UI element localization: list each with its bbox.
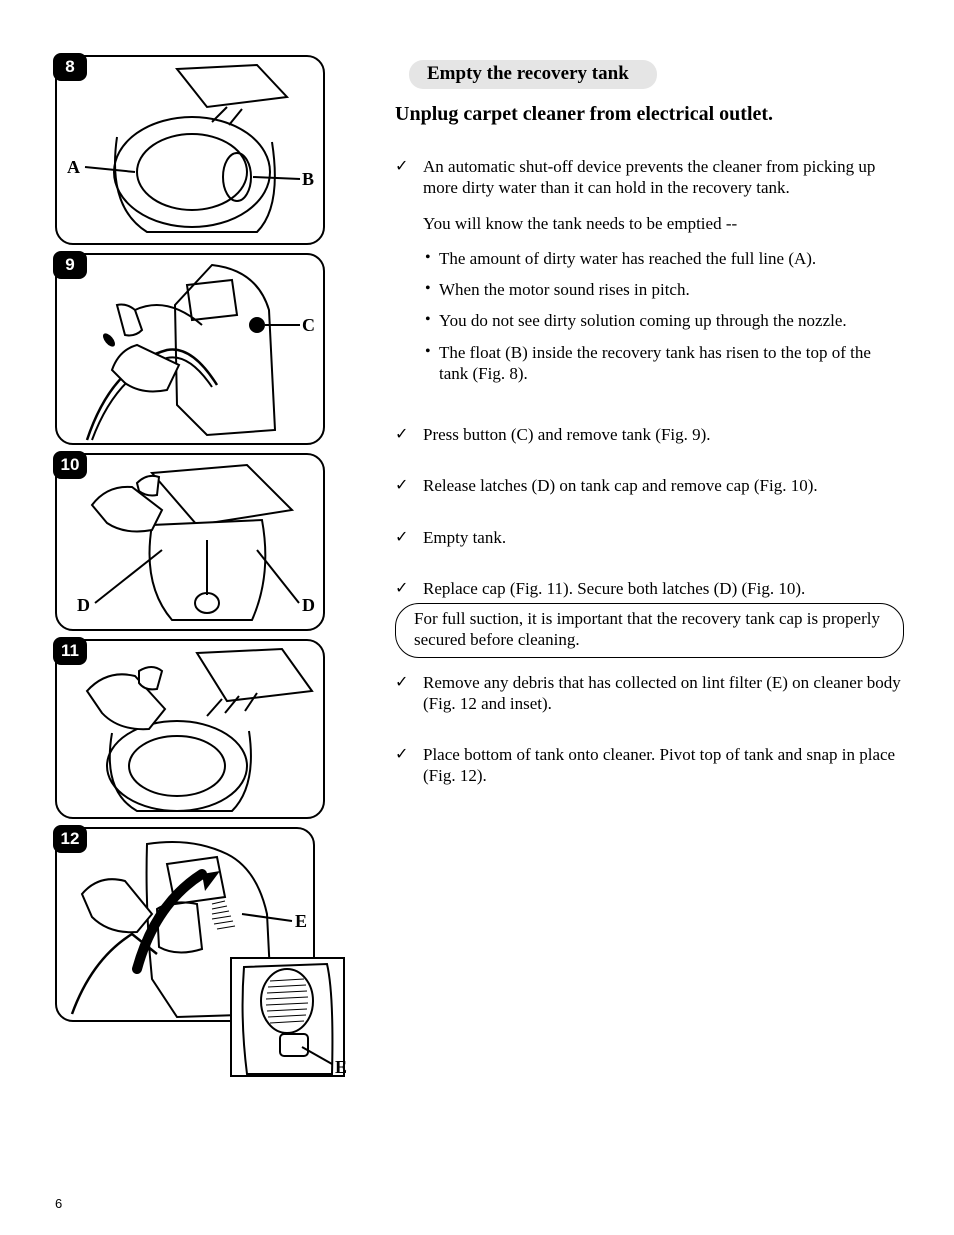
- step-2: ✓ Press button (C) and remove tank (Fig.…: [395, 424, 904, 445]
- text-column: Empty the recovery tank Unplug carpet cl…: [395, 55, 904, 1205]
- manual-page: 8 A B 9 C: [55, 55, 904, 1205]
- figure-number: 8: [53, 53, 87, 81]
- figure-number: 12: [53, 825, 87, 853]
- step-7: ✓ Place bottom of tank onto cleaner. Piv…: [395, 744, 904, 787]
- step-5: ✓ Replace cap (Fig. 11). Secure both lat…: [395, 578, 904, 599]
- check-icon: ✓: [395, 156, 413, 394]
- step-text: Place bottom of tank onto cleaner. Pivot…: [423, 744, 904, 787]
- note-box: For full suction, it is important that t…: [395, 603, 904, 658]
- check-icon: ✓: [395, 475, 413, 496]
- callout-b: B: [302, 169, 314, 190]
- callout-d1: D: [77, 595, 90, 616]
- figure-11: 11: [55, 639, 325, 819]
- step-4: ✓ Empty tank.: [395, 527, 904, 548]
- step-text: Release latches (D) on tank cap and remo…: [423, 475, 904, 496]
- callout-d2: D: [302, 595, 315, 616]
- step-text: An automatic shut-off device prevents th…: [423, 156, 904, 199]
- figure-number: 11: [53, 637, 87, 665]
- callout-c: C: [302, 315, 315, 336]
- figure-9: 9 C: [55, 253, 325, 445]
- check-icon: ✓: [395, 424, 413, 445]
- callout-e1: E: [295, 911, 307, 932]
- check-icon: ✓: [395, 578, 413, 599]
- step-1: ✓ An automatic shut-off device prevents …: [395, 156, 904, 394]
- figure-number: 10: [53, 451, 87, 479]
- section-title: Empty the recovery tank: [409, 60, 657, 89]
- page-number: 6: [55, 1196, 62, 1211]
- step-text: You will know the tank needs to be empti…: [423, 213, 904, 234]
- sub-bullet: You do not see dirty solution coming up …: [423, 310, 904, 331]
- step-6: ✓ Remove any debris that has collected o…: [395, 672, 904, 715]
- callout-e2: E: [335, 1057, 347, 1078]
- step-text: Replace cap (Fig. 11). Secure both latch…: [423, 578, 904, 599]
- figure-10: 10 D D: [55, 453, 325, 631]
- step-text: Remove any debris that has collected on …: [423, 672, 904, 715]
- check-icon: ✓: [395, 527, 413, 548]
- sub-bullet: When the motor sound rises in pitch.: [423, 279, 904, 300]
- figure-10-art: [57, 455, 327, 633]
- figure-8-art: [57, 57, 327, 247]
- step-text: Press button (C) and remove tank (Fig. 9…: [423, 424, 904, 445]
- figure-9-art: [57, 255, 327, 447]
- callout-a: A: [67, 157, 80, 178]
- step-text: Empty tank.: [423, 527, 904, 548]
- figure-12-inset-art: [232, 959, 347, 1079]
- figure-8: 8 A B: [55, 55, 325, 245]
- step-3: ✓ Release latches (D) on tank cap and re…: [395, 475, 904, 496]
- figures-column: 8 A B 9 C: [55, 55, 335, 1205]
- check-icon: ✓: [395, 672, 413, 715]
- figure-12-inset: E: [230, 957, 345, 1077]
- figure-11-art: [57, 641, 327, 821]
- check-icon: ✓: [395, 744, 413, 787]
- figure-number: 9: [53, 251, 87, 279]
- subheading: Unplug carpet cleaner from electrical ou…: [395, 103, 904, 126]
- sub-bullet-list: The amount of dirty water has reached th…: [423, 248, 904, 384]
- sub-bullet: The float (B) inside the recovery tank h…: [423, 342, 904, 385]
- figure-12-wrapper: 12 E: [55, 827, 345, 1022]
- sub-bullet: The amount of dirty water has reached th…: [423, 248, 904, 269]
